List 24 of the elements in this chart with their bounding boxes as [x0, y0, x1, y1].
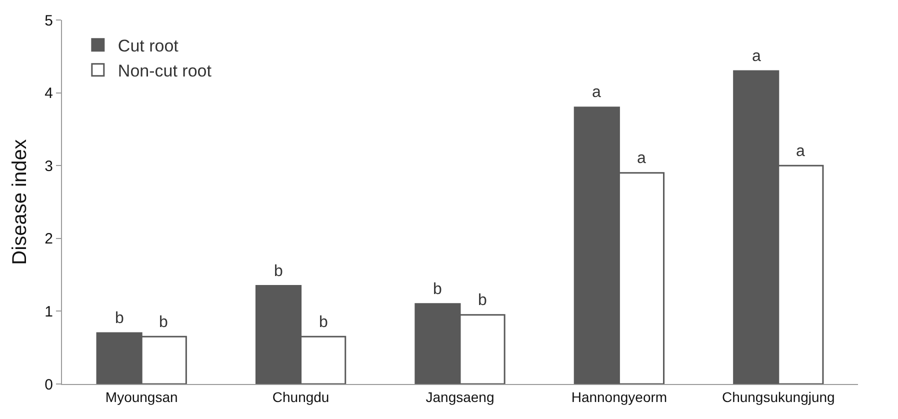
- legend-label: Non-cut root: [118, 62, 212, 81]
- y-axis-title: Disease index: [9, 139, 32, 265]
- y-tick-label: 2: [44, 230, 53, 248]
- annotation: b: [319, 314, 328, 331]
- annotation: a: [592, 84, 601, 101]
- annotation: a: [796, 143, 805, 160]
- annotation: b: [115, 310, 124, 327]
- y-tick-label: 3: [44, 158, 53, 175]
- annotation: a: [752, 48, 761, 65]
- annotation: b: [274, 263, 283, 280]
- y-tick-label: 0: [44, 376, 53, 394]
- y-tick-label: 5: [44, 12, 53, 30]
- annotation: b: [159, 314, 168, 331]
- annotation: b: [433, 281, 442, 298]
- legend-label: Cut root: [118, 36, 179, 56]
- annotation: b: [478, 292, 487, 309]
- y-tick-label: 4: [44, 85, 53, 102]
- y-tick-label: 1: [44, 303, 53, 320]
- x-tick-label: Jangsaeng: [426, 388, 494, 405]
- x-tick-label: Hannongyeorm: [571, 388, 668, 405]
- x-tick-label: Chungsukungjung: [722, 388, 835, 405]
- x-tick-label: Myoungsan: [105, 388, 178, 405]
- annotation: a: [637, 150, 646, 167]
- x-tick-label: Chungdu: [272, 388, 330, 405]
